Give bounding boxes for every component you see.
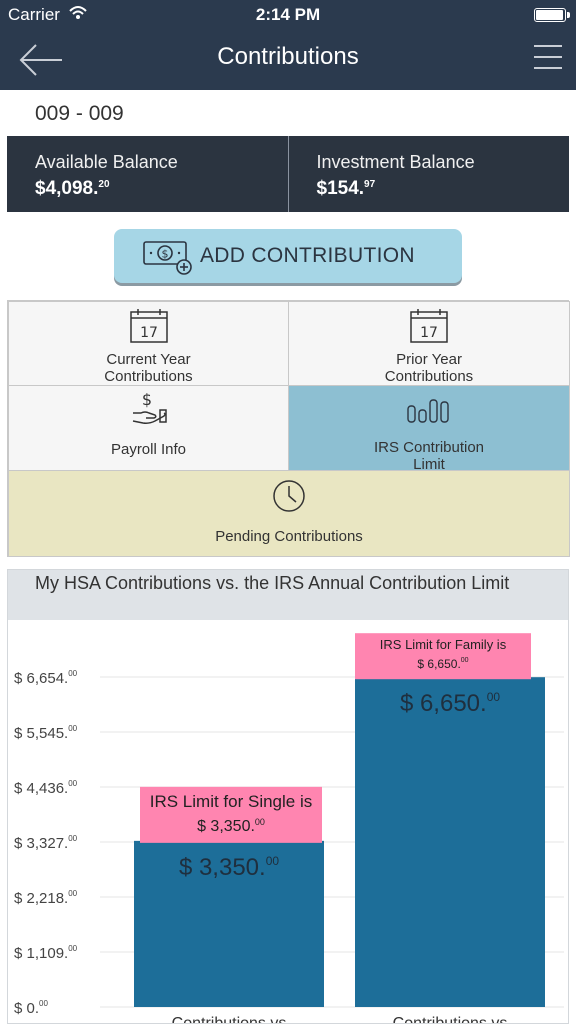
bar-chart-icon	[407, 399, 449, 423]
tile-prior-year-label: Prior Year Contributions	[384, 351, 474, 385]
contribution-chart: $ 0.00 $ 1,109.00 $ 2,218.00 $ 3,327.00 $ 4,…	[14, 633, 564, 1024]
svg-text:$: $	[141, 391, 151, 409]
available-balance: Available Balance $4,098.20	[7, 136, 288, 212]
clock-icon	[273, 480, 305, 512]
y-tick-label: $ 6,654.00	[14, 669, 78, 687]
nav-bar: Contributions	[0, 30, 576, 90]
svg-text:$: $	[162, 248, 169, 261]
limit-annotation-text: IRS Limit for Family is	[380, 637, 507, 652]
x-category-label: Contributions vs	[393, 1015, 508, 1024]
bar	[134, 840, 324, 1007]
investment-balance: Investment Balance $154.97	[287, 136, 570, 212]
tile-payroll-label: Payroll Info	[110, 441, 187, 458]
tile-prior-year-contributions[interactable]: 17 Prior Year Contributions	[288, 301, 570, 386]
tile-pending-contributions[interactable]: Pending Contributions	[8, 470, 570, 557]
page-title: Contributions	[217, 43, 359, 70]
clock-time: 2:14 PM	[255, 5, 321, 24]
carrier-label: Carrier	[8, 5, 60, 24]
investment-balance-cents: 97	[364, 179, 376, 190]
limit-annotation-amount: $ 3,350.00	[197, 817, 265, 835]
contribution-chart-card: My HSA Contributions vs. the IRS Annual …	[7, 569, 569, 1024]
limit-annotation-text: IRS Limit for Single is	[150, 792, 313, 811]
limit-annotation-amount: $ 6,650.00	[417, 657, 468, 671]
y-tick-label: $ 4,436.00	[14, 779, 78, 797]
battery-level	[536, 10, 563, 20]
available-balance-label: Available Balance	[35, 152, 178, 172]
y-tick-label: $ 0.00	[14, 999, 48, 1017]
tile-pending-label: Pending Contributions	[215, 528, 363, 545]
limit-annotation-box	[355, 633, 531, 680]
available-balance-cents: 20	[98, 179, 110, 190]
add-contribution-label: ADD CONTRIBUTION	[200, 244, 415, 267]
tile-irs-limit-label: IRS Contribution Limit	[373, 439, 485, 473]
bar	[355, 677, 545, 1007]
available-balance-dollars: $4,098.	[35, 178, 99, 199]
back-arrow-icon[interactable]	[18, 42, 64, 78]
svg-text:17: 17	[420, 325, 438, 341]
tile-payroll-info[interactable]: $ Payroll Info	[8, 385, 289, 471]
balance-panel: Available Balance $4,098.20 Investment B…	[7, 136, 569, 212]
add-contribution-button[interactable]: $ ADD CONTRIBUTION	[114, 229, 462, 283]
available-balance-amount: $4,098.20	[35, 178, 288, 200]
x-category-label: Contributions vs	[172, 1015, 287, 1024]
y-tick-label: $ 5,545.00	[14, 724, 78, 742]
tile-current-year-label: Current Year Contributions	[104, 351, 193, 385]
limit-annotation-box	[140, 786, 322, 843]
hand-dollar-icon: $	[132, 391, 167, 424]
contribution-menu-grid: 17 Current Year Contributions 17 Prior Y…	[7, 300, 570, 557]
bar-value-label: $ 6,650.00	[400, 690, 500, 717]
hamburger-menu-icon[interactable]	[534, 45, 562, 71]
status-bar: Carrier 2:14 PM	[0, 0, 576, 30]
investment-balance-label: Investment Balance	[316, 152, 475, 172]
svg-text:17: 17	[140, 325, 158, 341]
calendar-icon: 17	[129, 309, 168, 343]
money-add-icon: $	[143, 241, 192, 275]
bar-value-label: $ 3,350.00	[179, 854, 279, 881]
investment-balance-dollars: $154.	[316, 178, 365, 199]
tile-current-year-contributions[interactable]: 17 Current Year Contributions	[8, 301, 289, 386]
calendar-icon: 17	[410, 309, 448, 343]
battery-icon	[534, 8, 570, 22]
tile-irs-contribution-limit[interactable]: IRS Contribution Limit	[288, 385, 570, 473]
account-number: 009 - 009	[35, 102, 124, 125]
y-tick-label: $ 1,109.00	[14, 944, 78, 962]
y-tick-label: $ 3,327.00	[14, 834, 78, 852]
y-tick-label: $ 2,218.00	[14, 889, 78, 907]
wifi-icon	[69, 6, 87, 19]
chart-title: My HSA Contributions vs. the IRS Annual …	[8, 570, 568, 620]
investment-balance-amount: $154.97	[317, 178, 570, 200]
